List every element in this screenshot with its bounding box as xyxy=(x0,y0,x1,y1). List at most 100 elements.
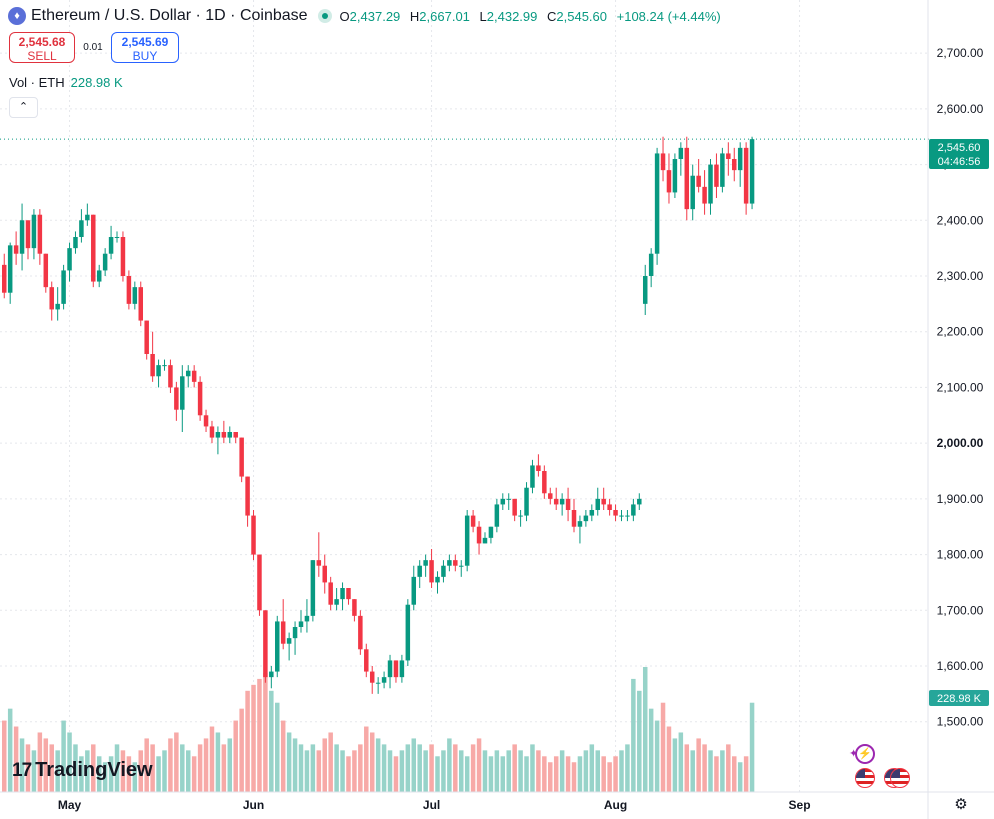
candle xyxy=(233,432,238,444)
candle xyxy=(577,515,583,544)
volume-bar xyxy=(102,762,108,792)
candle-body xyxy=(37,214,43,254)
candle xyxy=(375,677,381,694)
price-tick-label: 2,000.00 xyxy=(937,436,984,450)
volume-bar xyxy=(126,756,132,792)
candle-body xyxy=(191,370,197,382)
volume-bar xyxy=(79,756,84,792)
candle xyxy=(310,560,316,622)
us-flag-event-icon-3[interactable] xyxy=(890,768,910,788)
candle xyxy=(732,147,737,182)
collapse-legend-button[interactable]: ⌃ xyxy=(9,97,38,118)
last-price-tag: 2,545.60 04:46:56 xyxy=(929,139,989,169)
candle-body xyxy=(749,139,755,204)
candle-body xyxy=(637,498,642,505)
candle xyxy=(595,487,600,516)
volume-bar xyxy=(19,738,25,792)
price-tick-label: 2,200.00 xyxy=(937,325,984,339)
candle-body xyxy=(310,560,316,616)
candle-body xyxy=(280,621,286,644)
candle-body xyxy=(102,253,108,271)
volume-bar xyxy=(743,756,749,792)
volume-bar xyxy=(524,756,529,792)
time-tick-label: Sep xyxy=(789,798,811,812)
candle-body xyxy=(13,245,19,254)
tradingview-logo[interactable]: 17 TradingView xyxy=(12,759,153,782)
candle-body xyxy=(714,164,719,187)
candle-body xyxy=(120,237,126,276)
volume-bar xyxy=(233,720,238,792)
candle xyxy=(494,498,500,533)
volume-bar xyxy=(660,702,666,792)
volume-bar xyxy=(393,756,399,792)
candle xyxy=(488,526,494,544)
candle-body xyxy=(737,147,743,171)
spread-value: 0.01 xyxy=(83,42,103,53)
candle-body xyxy=(2,264,7,293)
volume-bar xyxy=(678,732,684,792)
candle-body xyxy=(648,253,654,276)
candle-body xyxy=(732,159,737,171)
volume-bar xyxy=(132,762,138,792)
candle xyxy=(19,203,25,271)
volume-bar xyxy=(482,750,488,792)
candle xyxy=(108,225,114,260)
volume-bar xyxy=(180,744,185,792)
candle-body xyxy=(257,554,262,611)
candle-body xyxy=(73,237,78,249)
candle xyxy=(708,159,713,215)
volume-bar xyxy=(411,738,417,792)
candle xyxy=(619,510,624,522)
candle xyxy=(227,426,233,444)
buy-button[interactable]: 2,545.69 BUY xyxy=(111,32,179,63)
candle-body xyxy=(269,671,274,678)
candle-body xyxy=(239,437,244,477)
volume-bar xyxy=(275,702,280,792)
symbol-title[interactable]: Ethereum / U.S. Dollar · 1D · Coinbase xyxy=(31,7,308,24)
candle xyxy=(322,554,327,594)
volume-bar xyxy=(720,750,725,792)
candle-body xyxy=(316,560,322,566)
volume-bar xyxy=(666,726,672,792)
open-value: 2,437.29 xyxy=(349,8,401,24)
settings-icon[interactable]: ⚙ xyxy=(954,796,968,813)
volume-bar xyxy=(726,744,731,792)
us-flag-event-icon[interactable] xyxy=(855,768,875,788)
lightning-event-icon[interactable]: ⚡ xyxy=(855,744,875,764)
sell-button[interactable]: 2,545.68 SELL xyxy=(9,32,75,63)
volume-bar xyxy=(310,744,316,792)
candle-body xyxy=(559,498,565,505)
candle xyxy=(631,498,636,522)
candle-body xyxy=(476,526,482,544)
last-price-label: 2,545.60 xyxy=(938,142,981,154)
candle-body xyxy=(375,682,381,684)
price-tick-label: 1,600.00 xyxy=(937,659,984,673)
candle-body xyxy=(678,147,684,159)
time-axis[interactable]: May Jun Jul Aug Sep xyxy=(0,791,994,812)
candle-body xyxy=(85,214,90,221)
volume-value: 228.98 K xyxy=(70,75,123,90)
candle xyxy=(280,599,286,650)
candle xyxy=(197,376,203,421)
candle-body xyxy=(720,153,725,187)
candle-body xyxy=(19,220,25,254)
volume-bar xyxy=(364,726,369,792)
candle-body xyxy=(245,476,250,516)
volume-bar xyxy=(334,744,339,792)
candle-body xyxy=(286,638,292,644)
candle xyxy=(743,142,749,215)
candle xyxy=(518,510,523,527)
candle-body xyxy=(25,220,31,249)
volume-bar xyxy=(13,726,19,792)
volume-legend[interactable]: Vol · ETH 228.98 K xyxy=(9,75,123,90)
candle xyxy=(559,493,565,516)
volume-bar xyxy=(464,756,470,792)
candle xyxy=(209,420,215,444)
volume-bar xyxy=(708,750,713,792)
candle xyxy=(666,153,672,204)
candle xyxy=(536,454,541,477)
candlestick-series xyxy=(2,136,755,694)
candle xyxy=(37,209,43,265)
volume-bar xyxy=(399,750,405,792)
